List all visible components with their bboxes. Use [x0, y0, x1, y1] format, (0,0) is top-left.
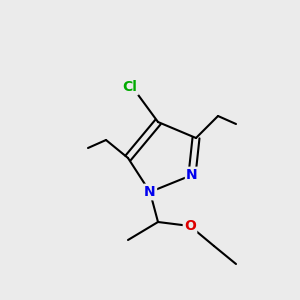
Text: N: N [144, 185, 156, 199]
Text: Cl: Cl [123, 80, 137, 94]
Text: O: O [184, 219, 196, 233]
Text: N: N [186, 168, 198, 182]
